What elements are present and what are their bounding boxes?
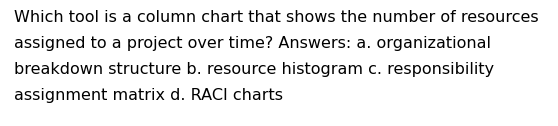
Text: assigned to a project over time? Answers: a. organizational: assigned to a project over time? Answers… — [14, 36, 491, 51]
Text: Which tool is a column chart that shows the number of resources: Which tool is a column chart that shows … — [14, 10, 538, 25]
Text: breakdown structure b. resource histogram c. responsibility: breakdown structure b. resource histogra… — [14, 62, 494, 77]
Text: assignment matrix d. RACI charts: assignment matrix d. RACI charts — [14, 88, 283, 103]
